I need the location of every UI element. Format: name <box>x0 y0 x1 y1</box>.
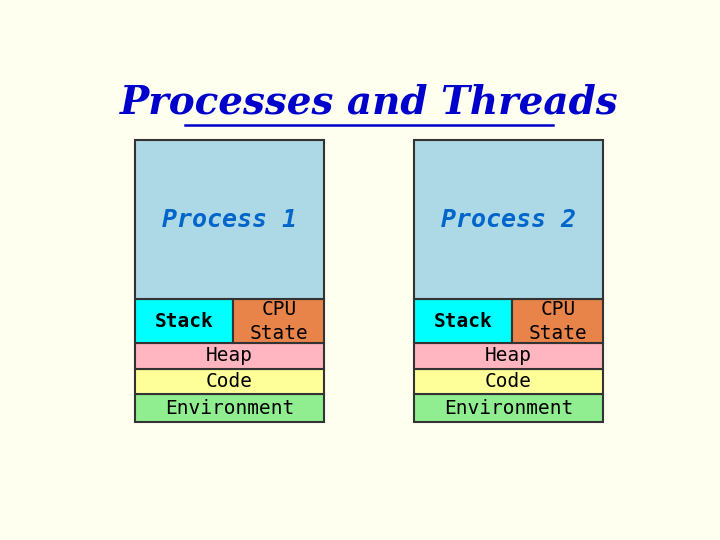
FancyBboxPatch shape <box>413 343 603 369</box>
FancyBboxPatch shape <box>413 394 603 422</box>
Text: CPU
State: CPU State <box>528 300 588 342</box>
Text: Heap: Heap <box>485 347 532 366</box>
FancyBboxPatch shape <box>135 343 324 369</box>
FancyBboxPatch shape <box>413 369 603 394</box>
FancyBboxPatch shape <box>513 299 603 343</box>
Text: CPU
State: CPU State <box>249 300 308 342</box>
Text: Process 2: Process 2 <box>441 207 576 232</box>
Text: Code: Code <box>206 372 253 391</box>
FancyBboxPatch shape <box>135 299 233 343</box>
Text: Process 1: Process 1 <box>162 207 297 232</box>
FancyBboxPatch shape <box>413 299 513 343</box>
FancyBboxPatch shape <box>135 140 324 299</box>
FancyBboxPatch shape <box>135 394 324 422</box>
Text: Stack: Stack <box>433 312 492 331</box>
Text: Heap: Heap <box>206 347 253 366</box>
FancyBboxPatch shape <box>135 369 324 394</box>
Text: Processes and Threads: Processes and Threads <box>120 83 618 121</box>
Text: Code: Code <box>485 372 532 391</box>
Text: Environment: Environment <box>444 399 573 418</box>
Text: Environment: Environment <box>165 399 294 418</box>
Text: Stack: Stack <box>155 312 213 331</box>
FancyBboxPatch shape <box>413 140 603 299</box>
FancyBboxPatch shape <box>233 299 324 343</box>
